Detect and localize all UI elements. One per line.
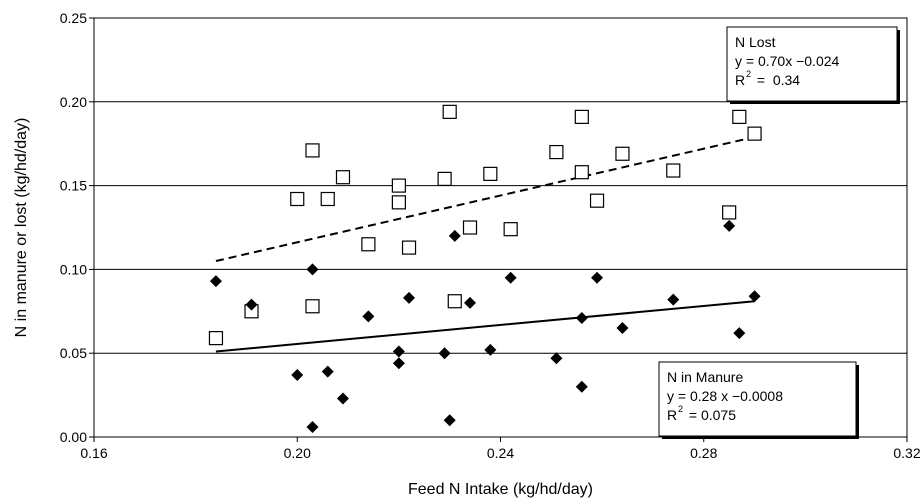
n-lost-point	[335, 170, 351, 185]
n-manure-point	[336, 392, 349, 405]
legend-r2-value-n-manure: = 0.075	[685, 407, 736, 423]
legend-box-n-manure	[658, 361, 857, 437]
n-manure-point	[438, 347, 451, 360]
legend-equation-n-lost: y = 0.70x −0.024	[735, 53, 840, 69]
n-manure-point	[362, 310, 375, 323]
legend-r2-base-n-manure: R	[667, 407, 677, 423]
n-manure-point	[504, 271, 517, 284]
n-manure-point	[733, 327, 746, 340]
n-lost-point	[391, 195, 406, 210]
legend-title-n-manure: N in Manure	[667, 369, 743, 385]
x-tick-label: 0.24	[487, 445, 514, 461]
n-lost-point	[208, 331, 224, 346]
n-lost-point	[437, 171, 452, 186]
n-lost-point	[401, 240, 417, 255]
n-manure-point	[723, 219, 736, 232]
legend-title-n-lost: N Lost	[735, 34, 776, 50]
n-manure-point	[575, 312, 588, 325]
n-lost-point	[574, 109, 589, 124]
data-points	[208, 104, 762, 433]
n-manure-point	[291, 368, 304, 381]
x-axis-title: Feed N Intake (kg/hd/day)	[408, 481, 593, 498]
n-lost-point	[391, 178, 406, 193]
n-manure-point	[403, 291, 416, 304]
y-tick-label: 0.00	[60, 429, 87, 445]
n-manure-point	[321, 365, 334, 378]
axis-ticks: 0.00 0.05 0.10 0.15 0.20 0.25 0.16 0.20 0.24 0.28…	[60, 10, 920, 461]
legend-r2-value-n-lost: = 0.34	[753, 72, 800, 88]
n-manure-point	[667, 293, 680, 306]
y-tick-label: 0.20	[60, 94, 87, 110]
x-tick-label: 0.32	[893, 445, 920, 461]
n-lost-point	[442, 104, 457, 119]
n-manure-point	[484, 343, 497, 356]
n-lost-point	[483, 166, 498, 181]
n-lost-point	[722, 205, 737, 220]
n-lost-point	[361, 237, 376, 252]
n-lost-point	[666, 163, 681, 178]
x-tick-label: 0.28	[690, 445, 717, 461]
n-manure-point	[306, 420, 319, 433]
n-manure-point	[392, 345, 405, 358]
n-manure-point	[748, 290, 761, 303]
n-manure-point	[209, 275, 222, 288]
trendlines	[215, 136, 755, 353]
n-manure-point	[443, 414, 456, 427]
n-manure-point	[550, 352, 563, 365]
n-lost-point	[732, 109, 747, 124]
x-tick-label: 0.16	[80, 445, 107, 461]
y-tick-label: 0.15	[60, 178, 87, 194]
n-manure-point	[616, 322, 629, 335]
n-manure-point	[306, 263, 319, 276]
n-lost-point	[320, 191, 335, 207]
legend-r2-superscript-n-manure: 2	[678, 404, 683, 414]
n-lost-point	[290, 191, 305, 207]
legend-box-n-lost	[726, 26, 898, 102]
x-tick-label: 0.20	[284, 445, 311, 461]
n-lost-point	[615, 146, 630, 161]
legend-r2-superscript-n-lost: 2	[746, 69, 751, 79]
n-lost-point	[462, 220, 478, 235]
n-lost-point	[574, 165, 589, 180]
n-manure-point	[392, 357, 405, 370]
y-tick-label: 0.25	[60, 10, 87, 26]
n-lost-point	[747, 126, 762, 141]
n-manure-point	[591, 271, 604, 284]
legend-r2-base-n-lost: R	[735, 72, 745, 88]
n-lost-point	[549, 144, 564, 160]
y-tick-label: 0.10	[60, 261, 87, 277]
trendline-n-lost	[215, 136, 755, 262]
n-manure-point	[245, 298, 258, 311]
n-lost-point	[503, 222, 518, 237]
trendline-n-manure	[215, 300, 755, 353]
n-manure-point	[464, 296, 477, 309]
legend-equation-n-manure: y = 0.28 x −0.0008	[667, 388, 783, 404]
n-manure-point	[575, 380, 588, 393]
n-lost-point	[305, 143, 320, 158]
n-lost-point	[589, 193, 605, 208]
y-axis-title: N in manure or lost (kg/hd/day)	[13, 118, 30, 338]
n-manure-point	[448, 229, 461, 242]
y-tick-label: 0.05	[60, 345, 87, 361]
n-lost-point	[305, 299, 320, 314]
n-lost-point	[447, 294, 462, 309]
